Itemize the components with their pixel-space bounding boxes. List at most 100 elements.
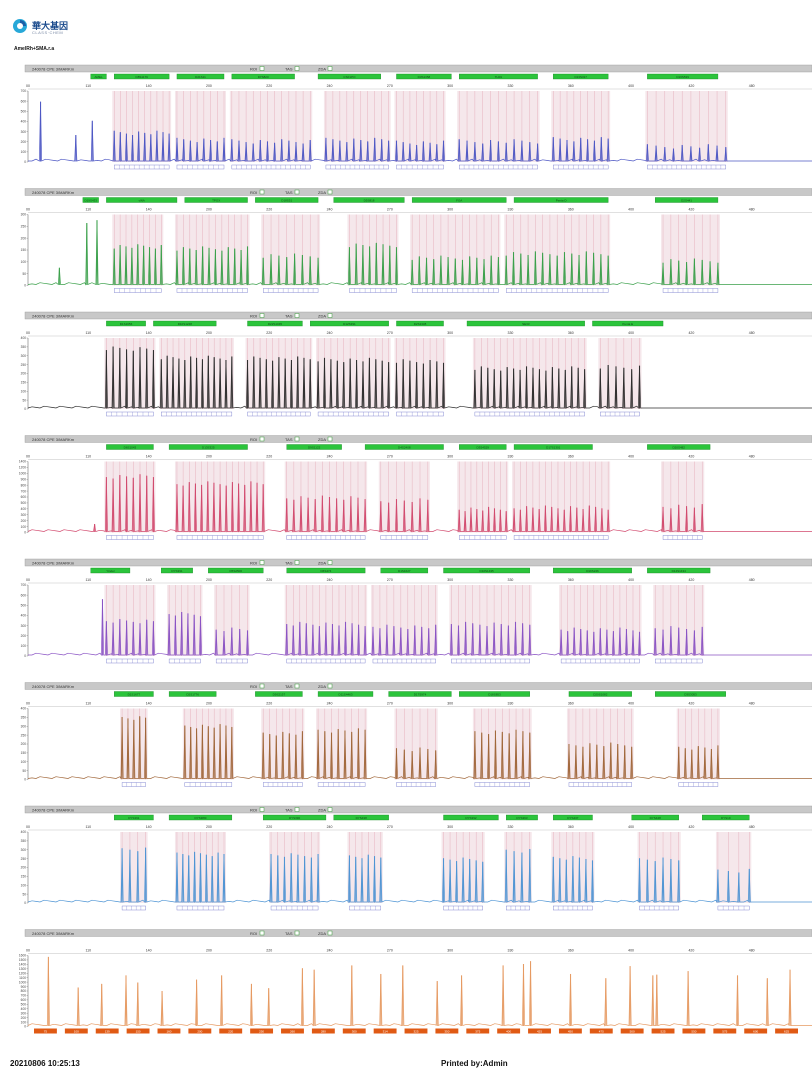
- panel-check-label: ZDA: [318, 808, 326, 813]
- allele-bin-area: [566, 708, 634, 780]
- y-tick-label: 200: [21, 140, 27, 144]
- panel-checkbox: [327, 807, 333, 812]
- ladder-size-box: [497, 1028, 521, 1034]
- marker-name: D2S1338: [414, 322, 427, 326]
- x-tick-label: 00: [26, 455, 30, 459]
- y-tick-label: 100: [21, 760, 27, 764]
- marker-box: [647, 444, 711, 450]
- x-tick-label: 480: [749, 331, 755, 335]
- allele-label-box: [121, 782, 146, 787]
- y-tick-label: 150: [21, 381, 27, 385]
- x-tick-label: 240: [327, 825, 333, 829]
- marker-name: D22S1045: [268, 322, 283, 326]
- allele-bin-area: [598, 338, 642, 409]
- ladder-size-box: [342, 1028, 366, 1034]
- y-tick-label: 0: [24, 160, 26, 164]
- x-tick-label: 200: [206, 84, 212, 88]
- marker-box: [161, 567, 193, 574]
- x-tick-label: 420: [688, 825, 694, 829]
- marker-box: [263, 814, 327, 821]
- x-tick-label: 300: [447, 825, 453, 829]
- y-tick-label: 700: [21, 89, 27, 93]
- marker-name: DYS390: [289, 816, 301, 820]
- x-tick-label: 360: [568, 331, 574, 335]
- y-tick-label: 300: [21, 1011, 27, 1015]
- ladder-size-box: [744, 1028, 768, 1034]
- panel-header-bar: [24, 64, 812, 73]
- y-tick-label: 100: [21, 260, 27, 264]
- panel-checkbox: [294, 436, 300, 442]
- marker-name: D3S3053: [684, 693, 697, 697]
- ladder-size-box: [126, 1028, 150, 1034]
- y-tick-label: 400: [21, 507, 27, 511]
- allele-bin-area: [112, 91, 172, 162]
- marker-box: [231, 73, 295, 80]
- y-tick-label: 0: [24, 531, 26, 535]
- marker-box: [114, 691, 154, 697]
- marker-name: DYS438: [356, 816, 368, 820]
- ladder-size-label: 575: [722, 1029, 727, 1033]
- allele-label-box: [114, 288, 162, 293]
- x-tick-label: 400: [628, 702, 634, 706]
- marker-name: TPOX: [212, 199, 220, 203]
- y-tick-label: 400: [21, 120, 27, 124]
- marker-name: D6S1043: [124, 446, 137, 450]
- marker-name: D18S51: [281, 199, 292, 203]
- marker-box: [286, 444, 342, 450]
- allele-label-box: [106, 411, 154, 417]
- ladder-size-label: 425: [537, 1029, 542, 1033]
- panel-header-bar: [24, 682, 812, 690]
- panel-header-bar: [24, 188, 812, 196]
- allele-label-box: [372, 658, 436, 664]
- marker-name: D9S2157: [273, 693, 286, 697]
- panel-check-label: ZDA: [318, 561, 326, 566]
- ladder-size-box: [34, 1028, 57, 1034]
- ladder-size-label: 375: [475, 1029, 480, 1033]
- x-tick-label: 270: [387, 208, 393, 212]
- marker-box: [655, 197, 719, 203]
- y-tick-label: 600: [21, 495, 27, 499]
- y-tick-label: 200: [21, 742, 27, 746]
- x-tick-label: 220: [266, 208, 272, 212]
- ladder-size-box: [373, 1028, 397, 1034]
- marker-name: D14S1434: [672, 569, 687, 573]
- x-tick-label: 300: [447, 702, 453, 706]
- marker-box: [168, 814, 233, 821]
- marker-name: D1S1677: [128, 693, 141, 697]
- panel-check-label: TAS: [285, 314, 293, 319]
- dye-panel-purple: 240078 CPE 3/MARKm ROI TAS ZDA Yindel DYS391 D…: [21, 558, 812, 664]
- y-tick-label: 700: [21, 994, 27, 998]
- y-tick-label: 400: [21, 707, 27, 711]
- x-tick-label: 220: [266, 825, 272, 829]
- x-tick-label: 480: [749, 84, 755, 88]
- allele-bin-area: [120, 832, 148, 903]
- panel-check-label: ZDA: [318, 437, 326, 442]
- report-header: 華大基因 CLASS·CHEM AmelRh+SMA.r.a: [6, 10, 306, 52]
- allele-label-box: [396, 411, 444, 417]
- marker-box: [168, 444, 248, 450]
- dye-panel-brown: 240078 CPE 3/MARKm ROI TAS ZDA D1S1677 D2S177…: [21, 682, 812, 787]
- ladder-size-box: [311, 1028, 335, 1034]
- allele-bin-area: [174, 214, 250, 286]
- allele-label-box: [513, 535, 609, 540]
- marker-name: D8S1179: [136, 75, 149, 79]
- x-tick-label: 480: [749, 702, 755, 706]
- ladder-size-box: [620, 1028, 644, 1034]
- x-tick-label: 360: [568, 208, 574, 212]
- allele-bin-area: [394, 91, 446, 162]
- panel-checkbox: [259, 807, 265, 812]
- x-tick-label: 110: [86, 702, 92, 706]
- x-tick-label: 220: [266, 949, 272, 953]
- ladder-size-box: [281, 1028, 304, 1034]
- x-tick-label: 200: [206, 949, 212, 953]
- x-tick-label: 420: [688, 331, 694, 335]
- x-tick-label: 300: [447, 578, 453, 582]
- panel-header-name: 240078 CPE 3/MARKm: [32, 808, 75, 813]
- panel-checkbox: [327, 66, 333, 71]
- marker-name: D13S325: [202, 446, 215, 450]
- x-tick-label: 270: [387, 331, 393, 335]
- marker-name: D3S1358: [418, 75, 431, 79]
- x-tick-label: 00: [26, 578, 30, 582]
- dye-panel-red: 240078 CPE 3/MARKm ROI TAS ZDA D6S1043 D13S32…: [19, 435, 812, 540]
- panel-checkbox: [259, 313, 265, 318]
